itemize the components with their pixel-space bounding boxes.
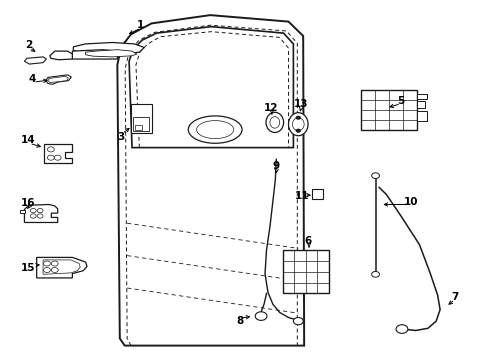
Bar: [20, 210, 25, 213]
Bar: [131, 104, 151, 133]
Circle shape: [43, 267, 50, 273]
Polygon shape: [73, 42, 144, 55]
Ellipse shape: [269, 117, 279, 128]
Bar: [133, 117, 148, 131]
Polygon shape: [37, 257, 87, 278]
Bar: [311, 189, 322, 199]
Polygon shape: [50, 51, 72, 60]
Bar: [416, 94, 427, 99]
Circle shape: [47, 155, 54, 160]
Ellipse shape: [196, 121, 233, 139]
Circle shape: [255, 312, 266, 320]
Polygon shape: [43, 260, 80, 274]
Text: 13: 13: [293, 99, 307, 109]
Circle shape: [293, 318, 303, 325]
Text: 14: 14: [21, 135, 36, 145]
Text: 15: 15: [21, 263, 36, 273]
Polygon shape: [46, 75, 71, 84]
Circle shape: [51, 261, 58, 266]
Text: 9: 9: [272, 161, 279, 171]
Circle shape: [37, 208, 43, 213]
Text: 2: 2: [25, 40, 32, 50]
Text: 11: 11: [294, 191, 309, 201]
Text: 12: 12: [264, 103, 278, 113]
Text: 10: 10: [403, 197, 417, 207]
Circle shape: [30, 214, 36, 218]
Polygon shape: [129, 27, 293, 148]
Text: 1: 1: [137, 20, 144, 30]
Ellipse shape: [265, 112, 283, 132]
Circle shape: [47, 147, 54, 152]
Circle shape: [51, 267, 58, 273]
Text: 3: 3: [118, 132, 124, 142]
Polygon shape: [24, 57, 46, 64]
Circle shape: [43, 261, 50, 266]
Polygon shape: [48, 76, 68, 82]
Ellipse shape: [288, 113, 307, 136]
Ellipse shape: [292, 118, 304, 131]
Text: 8: 8: [236, 316, 243, 326]
Polygon shape: [85, 50, 137, 57]
Ellipse shape: [188, 116, 242, 143]
Polygon shape: [24, 204, 58, 222]
Polygon shape: [72, 50, 117, 59]
Circle shape: [371, 271, 379, 277]
Circle shape: [395, 325, 407, 333]
Circle shape: [295, 116, 300, 120]
Bar: [360, 90, 416, 130]
Polygon shape: [117, 15, 304, 346]
Bar: [282, 250, 328, 293]
Bar: [416, 101, 425, 108]
Text: 7: 7: [450, 292, 458, 302]
Bar: [416, 111, 427, 121]
Circle shape: [295, 129, 300, 132]
Text: 5: 5: [397, 96, 404, 106]
Bar: [135, 125, 142, 130]
Circle shape: [54, 155, 61, 160]
Text: 16: 16: [21, 198, 36, 208]
Circle shape: [371, 173, 379, 179]
Circle shape: [37, 214, 43, 218]
Text: 6: 6: [304, 236, 311, 246]
Polygon shape: [44, 144, 72, 163]
Text: 4: 4: [28, 74, 36, 84]
Circle shape: [30, 208, 36, 213]
